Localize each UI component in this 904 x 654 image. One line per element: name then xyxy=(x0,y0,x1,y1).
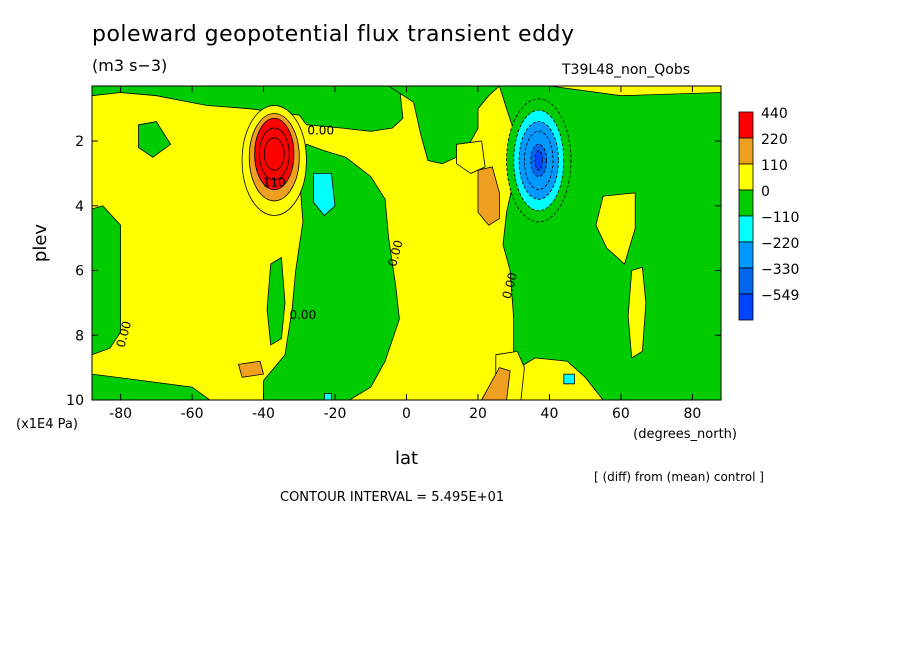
colorbar-label: −110 xyxy=(761,210,799,226)
x-axis-unit: (degrees_north) xyxy=(633,427,737,442)
x-tick-label: 40 xyxy=(541,406,559,422)
green-south-strip xyxy=(266,256,286,346)
x-axis-label: lat xyxy=(395,448,418,469)
chart-units: (m3 s−3) xyxy=(92,56,168,75)
colorbar-label: 220 xyxy=(761,132,788,148)
colorbar-swatch xyxy=(738,111,754,139)
contour-label: 0.00 xyxy=(385,239,405,268)
green-south-column xyxy=(263,143,400,400)
cyan-bottom-tick xyxy=(323,393,332,400)
cyan-south-blob xyxy=(313,172,336,217)
colorbar-swatch xyxy=(738,267,754,295)
contour-label: 110 xyxy=(263,175,286,189)
y-tick-label: 4 xyxy=(75,199,84,215)
yellow-north-strip xyxy=(627,266,647,359)
contour-label: 0.00 xyxy=(307,124,334,138)
colorbar-swatch xyxy=(738,163,754,191)
contour-label: 0.00 xyxy=(289,308,316,322)
x-tick-label: 20 xyxy=(469,406,487,422)
colorbar-label: −220 xyxy=(761,236,799,252)
diff-note: [ (diff) from (mean) control ] xyxy=(594,470,764,484)
x-tick-label: 0 xyxy=(402,406,411,422)
orange-bottom-blob xyxy=(237,360,265,378)
field-layer xyxy=(92,86,721,400)
x-tick-label: -20 xyxy=(324,406,347,422)
colorbar-swatch xyxy=(738,137,754,165)
green-top-band xyxy=(92,86,404,132)
yellow-north-pocket xyxy=(595,192,636,265)
colorbar-label: 0 xyxy=(761,184,770,200)
run-label: T39L48_non_Qobs xyxy=(562,62,691,78)
y-tick-label: 2 xyxy=(75,134,84,150)
colorbar-label: −549 xyxy=(761,288,799,304)
y-tick-label: 10 xyxy=(66,393,84,409)
y-tick-label: 6 xyxy=(75,264,84,280)
x-tick-label: 60 xyxy=(612,406,630,422)
contour-north-549 xyxy=(534,150,543,171)
y-tick-label: 8 xyxy=(75,328,84,344)
colorbar-swatch xyxy=(738,215,754,243)
contour-label: 0.00 xyxy=(500,271,520,300)
green-bottom-south xyxy=(92,373,211,400)
contour-label: 0.00 xyxy=(114,320,134,349)
orange-bottom-north xyxy=(481,367,511,400)
colorbar-label: 110 xyxy=(761,158,788,174)
colorbar-label: −330 xyxy=(761,262,799,278)
green-south-blob xyxy=(138,121,172,158)
green-south-edge xyxy=(92,205,121,356)
cyan-bottom-blob xyxy=(563,373,575,385)
chart-title: poleward geopotential flux transient edd… xyxy=(92,22,575,47)
contour-interval: CONTOUR INTERVAL = 5.495E+01 xyxy=(280,490,505,505)
x-tick-label: 80 xyxy=(683,406,701,422)
x-tick-label: -60 xyxy=(181,406,204,422)
colorbar-swatch xyxy=(738,189,754,217)
y-axis-label: plev xyxy=(30,224,51,263)
colorbar-label: 440 xyxy=(761,106,788,122)
x-tick-label: -80 xyxy=(109,406,132,422)
x-tick-label: -40 xyxy=(252,406,275,422)
y-axis-unit: (x1E4 Pa) xyxy=(16,417,78,432)
contour-south-440 xyxy=(263,137,285,171)
colorbar-swatch xyxy=(738,293,754,321)
colorbar-swatch xyxy=(738,241,754,269)
orange-north-blob xyxy=(477,166,500,226)
